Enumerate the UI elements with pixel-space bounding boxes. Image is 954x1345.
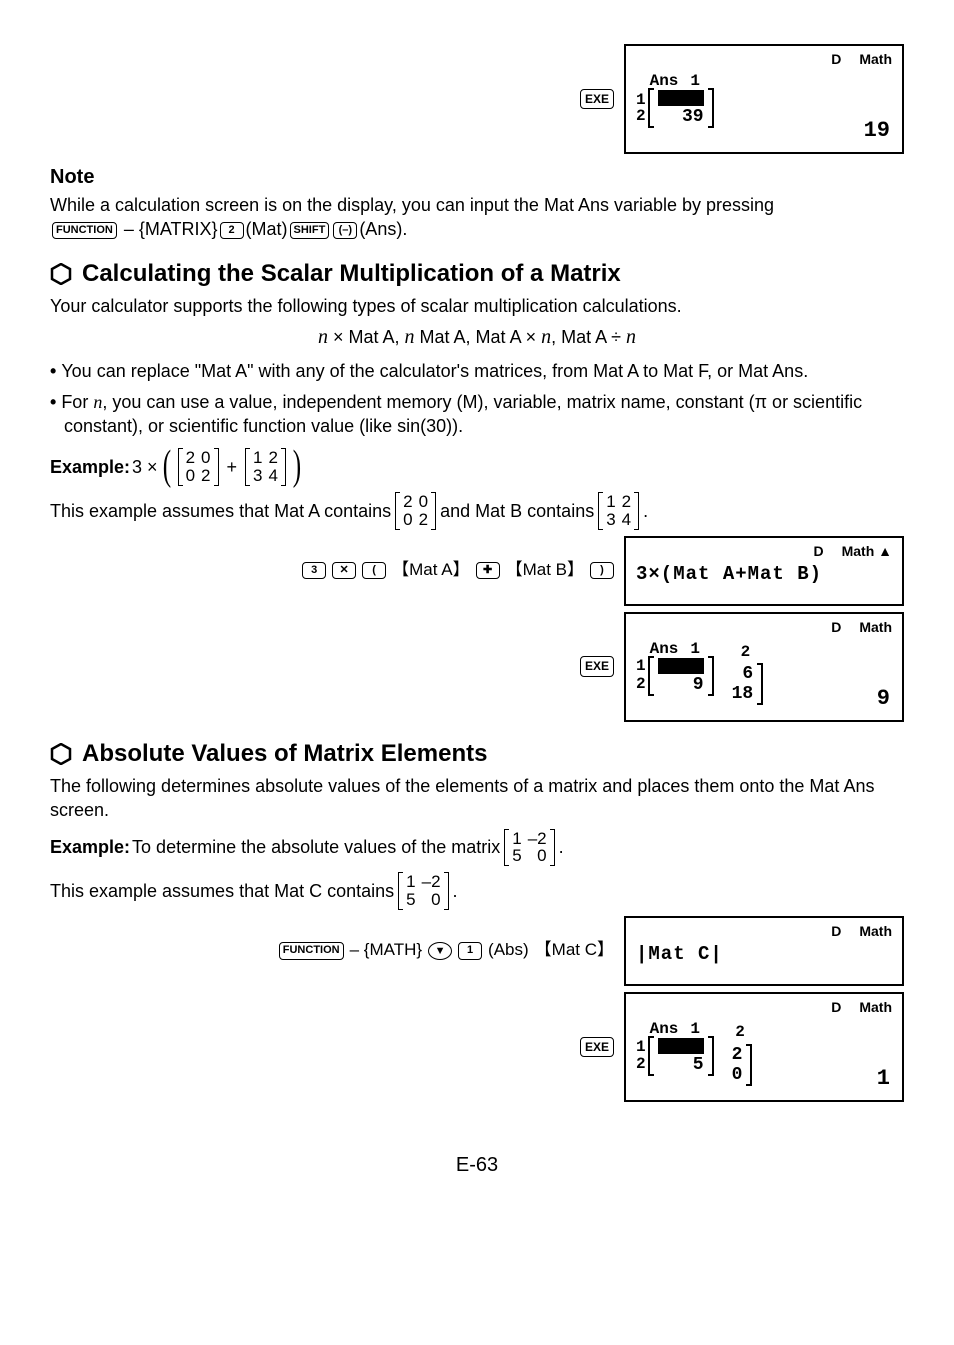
plus-key[interactable]: ✚ (476, 562, 500, 579)
scalar-formula: n × Mat A, n Mat A, Mat A × n, Mat A ÷ n (50, 324, 904, 351)
function-key[interactable]: FUNCTION (279, 942, 344, 959)
section2-heading: Absolute Values of Matrix Elements (50, 738, 904, 770)
calc-screen-scalar-input: D Math ▲ 3×(Mat A+Mat B) (624, 536, 904, 606)
calc-screen-abs-result: D Math Ans 1 1 2 (624, 992, 904, 1102)
note-heading: Note (50, 164, 904, 191)
hex-bullet-icon (50, 263, 72, 285)
bullet-2: For n, you can use a value, independent … (64, 390, 904, 439)
result-value: 19 (864, 116, 890, 146)
calc-row-top: EXE D Math Ans 1 12 (50, 44, 904, 154)
mat-a-text: 【Mat A】 (392, 559, 469, 582)
calc-row-scalar-result: EXE D Math Ans 1 1 2 (50, 612, 904, 722)
example-mat-c: 1–2 50 (504, 829, 554, 867)
abs-text: (Abs) (488, 939, 529, 962)
section2-intro: The following determines absolute values… (50, 774, 904, 823)
calc-screen-scalar-result: D Math Ans 1 1 2 (624, 612, 904, 722)
section1-heading: Calculating the Scalar Multiplication of… (50, 258, 904, 290)
expression-text: 3×(Mat A+Mat B) (636, 562, 822, 588)
mat-c-text: 【Mat C】 (535, 939, 614, 962)
example2: Example: To determine the absolute value… (50, 829, 904, 867)
scalar-input-row: 3 ✕ ( 【Mat A】 ✚ 【Mat B】 ) D Math ▲ 3×(Ma… (50, 536, 904, 606)
page-number: E-63 (50, 1152, 904, 1179)
example1: Example: 3 × ( 20 02 + 12 34 ) (50, 448, 904, 486)
exe-key[interactable]: EXE (580, 1037, 614, 1057)
math-indicator: Math (859, 50, 892, 69)
section1-intro: Your calculator supports the following t… (50, 294, 904, 318)
neg-key[interactable]: (–) (333, 222, 357, 239)
hex-bullet-icon (50, 743, 72, 765)
result-value: 9 (877, 684, 890, 714)
bullet-1: You can replace "Mat A" with any of the … (64, 359, 904, 383)
calc-screen-abs-input: D Math |Mat C| (624, 916, 904, 986)
rparen-key[interactable]: ) (590, 562, 614, 579)
example1-assume: This example assumes that Mat A contains… (50, 492, 904, 530)
mult-key[interactable]: ✕ (332, 562, 356, 579)
note-body: While a calculation screen is on the dis… (50, 193, 904, 242)
example2-assume: This example assumes that Mat C contains… (50, 872, 904, 910)
two-key[interactable]: 2 (220, 222, 244, 239)
exe-key[interactable]: EXE (580, 656, 614, 676)
three-key[interactable]: 3 (302, 562, 326, 579)
expression-text: |Mat C| (636, 942, 723, 968)
calc-row-abs-result: EXE D Math Ans 1 1 2 (50, 992, 904, 1102)
cursor-cell (658, 90, 704, 106)
exe-key[interactable]: EXE (580, 89, 614, 109)
mat-b-text: 【Mat B】 (506, 559, 584, 582)
result-value: 1 (877, 1064, 890, 1094)
lparen-key[interactable]: ( (362, 562, 386, 579)
down-key[interactable]: ▼ (428, 942, 452, 960)
one-key[interactable]: 1 (458, 942, 482, 959)
ans-label: Ans 1 12 39 (636, 74, 714, 128)
example-mat-b: 12 34 (245, 448, 286, 486)
abs-input-row: FUNCTION – {MATH} ▼ 1 (Abs) 【Mat C】 D Ma… (50, 916, 904, 986)
calc-screen-top: D Math Ans 1 12 (624, 44, 904, 154)
function-key[interactable]: FUNCTION (52, 222, 117, 239)
example-mat-a: 20 02 (178, 448, 219, 486)
ans-matrix: 39 (648, 88, 714, 128)
shift-key[interactable]: SHIFT (290, 222, 330, 239)
d-indicator: D (831, 50, 841, 69)
